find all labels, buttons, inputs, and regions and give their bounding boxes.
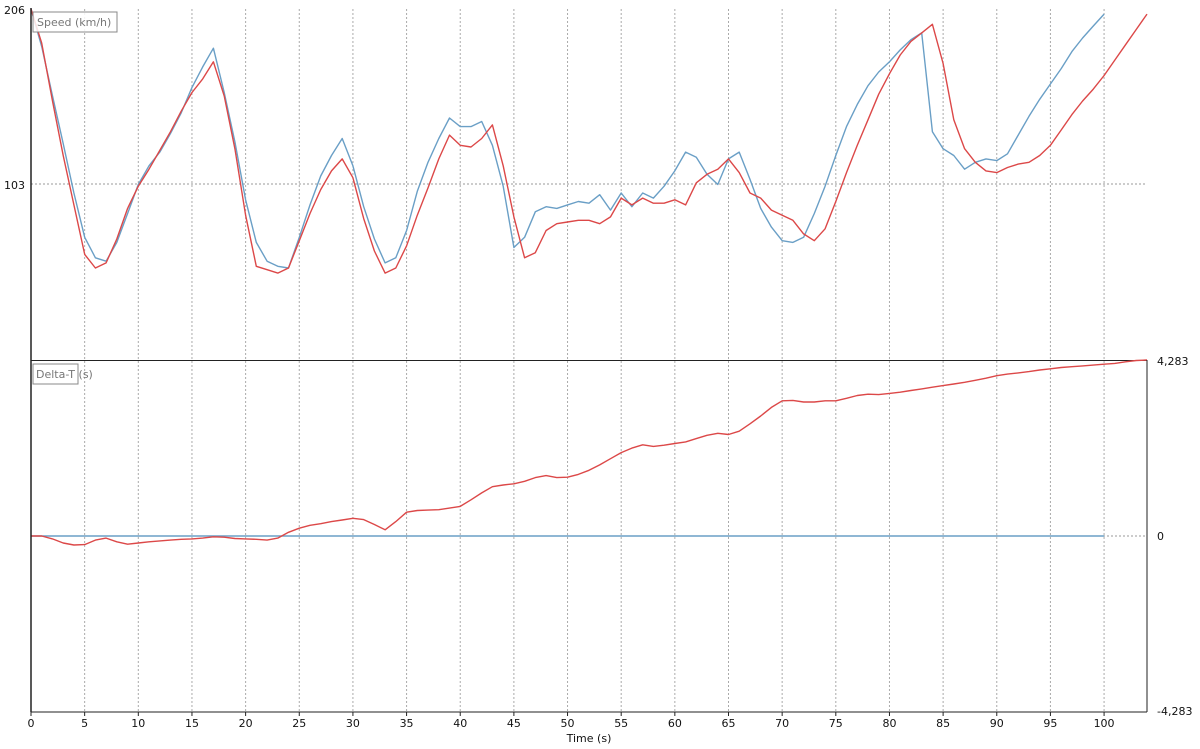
x-tick-label: 40 [453,717,467,730]
delta-series-line [31,359,1148,546]
x-axis-title: Time (s) [566,732,612,745]
x-tick-label: 60 [668,717,682,730]
x-ticks: 0 5 10 15 20 25 30 35 40 45 50 55 60 65 70 75 80 85 90 95 10… [28,712,1115,730]
x-tick-label: 100 [1094,717,1115,730]
delta-y-tick-zero: 0 [1157,530,1164,543]
speed-y-tick-max: 206 [4,4,25,17]
x-tick-label: 50 [561,717,575,730]
speed-series [30,8,1148,274]
x-tick-label: 55 [614,717,628,730]
delta-pane-label: Delta-T (s) [36,368,93,381]
x-tick-label: 35 [400,717,414,730]
delta-pane-label-box [32,363,79,385]
x-tick-label: 75 [829,717,843,730]
x-tick-label: 90 [990,717,1004,730]
grid [84,9,1105,712]
x-tick-label: 45 [507,717,521,730]
delta-series [31,359,1148,546]
speed-pane-label-box [32,11,118,33]
delta-y-tick-max: 4,283 [1157,355,1189,368]
speed-y-tick-mid: 103 [4,179,25,192]
x-tick-label: 20 [239,717,253,730]
x-tick-label: 30 [346,717,360,730]
x-tick-label: 10 [131,717,145,730]
x-tick-label: 85 [936,717,950,730]
speed-pane: Speed (km/h) 206 103 [4,4,1148,274]
x-tick-label: 95 [1043,717,1057,730]
x-tick-label: 0 [28,717,35,730]
x-tick-label: 15 [185,717,199,730]
x-tick-label: 70 [775,717,789,730]
x-tick-label: 65 [722,717,736,730]
x-tick-label: 25 [292,717,306,730]
delta-y-tick-min: -4,283 [1157,705,1192,718]
delta-pane: Delta-T (s) 4,283 0 -4,283 [31,355,1192,718]
x-tick-label: 5 [81,717,88,730]
speed-series-line [30,8,1148,274]
speed-pane-label: Speed (km/h) [37,16,111,29]
x-tick-label: 80 [882,717,896,730]
speed-series-line [30,8,1105,269]
